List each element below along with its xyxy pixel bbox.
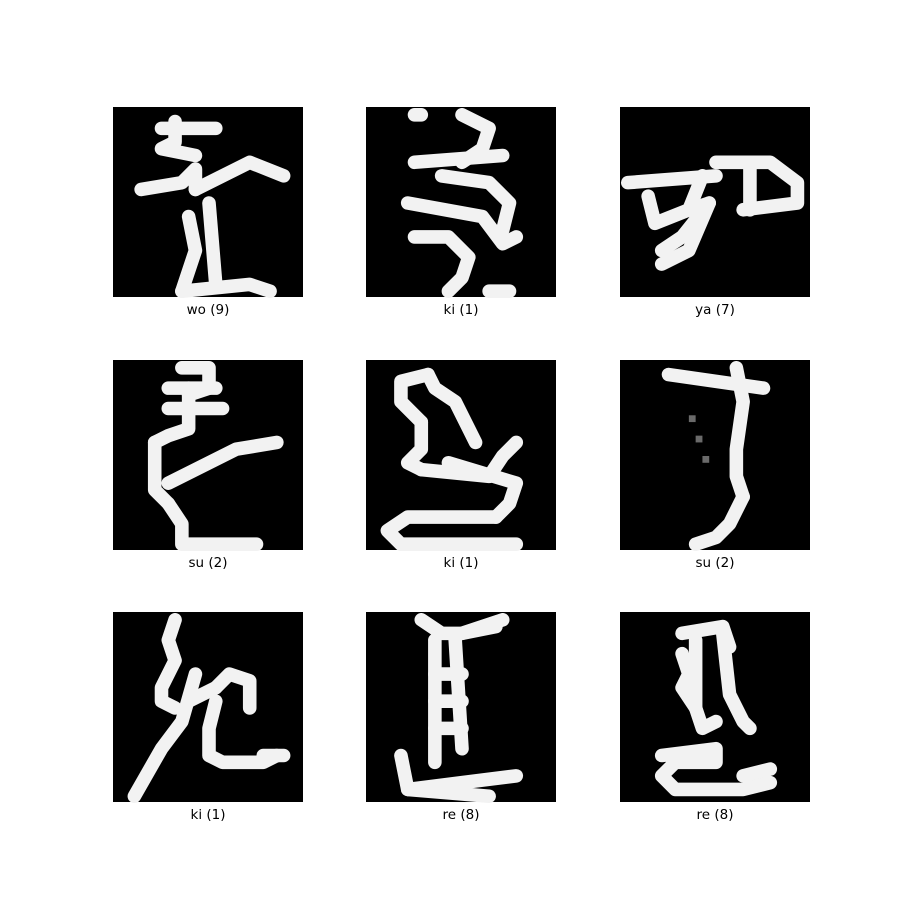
sample-cell-8: re (8) bbox=[366, 612, 556, 824]
re-character-glyph-icon bbox=[654, 619, 778, 797]
sample-label-7: ki (1) bbox=[190, 807, 226, 823]
sample-image-9 bbox=[620, 612, 810, 802]
sample-label-8: re (8) bbox=[442, 807, 480, 823]
sample-label-6: su (2) bbox=[695, 555, 735, 571]
sample-image-6 bbox=[620, 360, 810, 551]
sample-label-1: wo (9) bbox=[186, 302, 230, 318]
re-character-glyph-icon bbox=[394, 613, 524, 803]
sample-label-2: ki (1) bbox=[443, 302, 479, 318]
sample-label-9: re (8) bbox=[696, 807, 734, 823]
sample-cell-3: ya (7) bbox=[620, 107, 810, 319]
sample-image-1 bbox=[113, 107, 303, 298]
sample-cell-5: ki (1) bbox=[366, 360, 556, 572]
ki-character-glyph-icon bbox=[400, 108, 524, 298]
sample-image-8 bbox=[366, 612, 556, 803]
sample-cell-2: ki (1) bbox=[366, 107, 556, 319]
sample-image-3 bbox=[620, 107, 810, 297]
sample-image-4 bbox=[113, 360, 303, 551]
su-character-glyph-icon bbox=[661, 361, 771, 551]
sample-label-4: su (2) bbox=[188, 555, 228, 571]
sample-cell-1: wo (9) bbox=[113, 107, 303, 319]
su-character-glyph-icon bbox=[147, 361, 284, 551]
sample-image-5 bbox=[366, 360, 556, 551]
sample-cell-9: re (8) bbox=[620, 612, 810, 824]
ki-character-glyph-icon bbox=[127, 613, 291, 803]
sample-image-7 bbox=[113, 612, 303, 803]
sample-label-5: ki (1) bbox=[443, 555, 479, 571]
sample-cell-7: ki (1) bbox=[113, 612, 303, 824]
sample-cell-6: su (2) bbox=[620, 360, 810, 572]
ya-character-glyph-icon bbox=[621, 155, 805, 271]
wo-character-glyph-icon bbox=[134, 114, 291, 298]
sample-cell-4: su (2) bbox=[113, 360, 303, 572]
sample-label-3: ya (7) bbox=[695, 302, 735, 318]
ki-character-glyph-icon bbox=[380, 367, 524, 551]
sample-image-2 bbox=[366, 107, 556, 298]
